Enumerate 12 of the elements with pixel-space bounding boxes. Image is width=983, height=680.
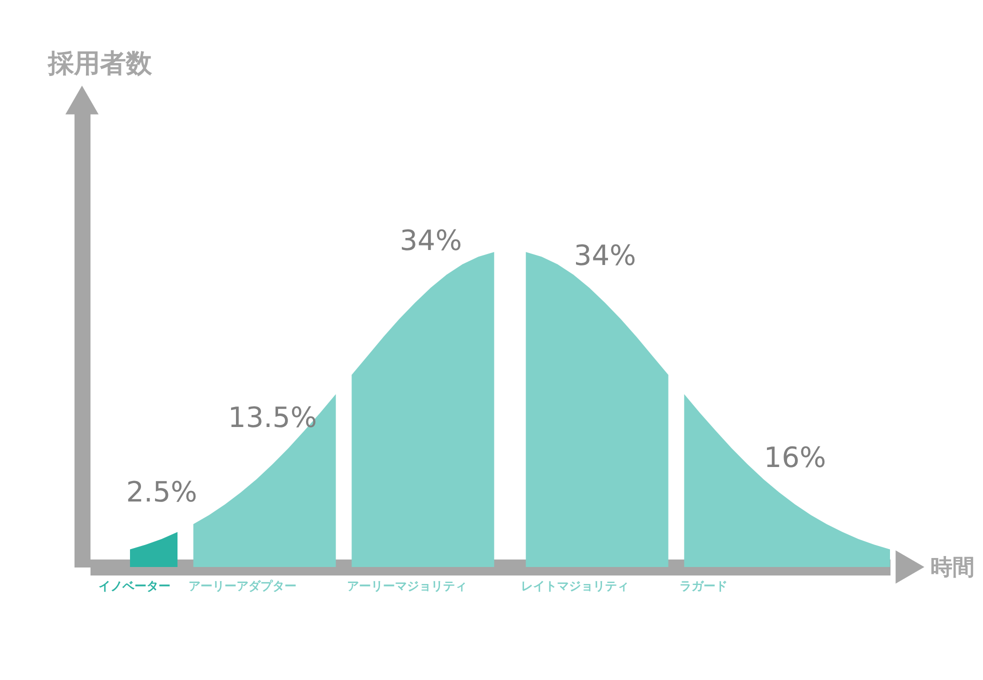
annotation: 34% bbox=[400, 224, 462, 258]
series-label: ラガード bbox=[679, 579, 728, 593]
annotation: 16% bbox=[764, 440, 826, 474]
series-label: アーリーアダプター bbox=[188, 579, 297, 593]
series-label: アーリーマジョリティ bbox=[346, 579, 467, 593]
annotation: 34% bbox=[574, 239, 636, 272]
annotation: 13.5% bbox=[228, 400, 317, 434]
text: 採用者数 bbox=[47, 49, 153, 79]
x-axis-title: 時間 bbox=[930, 556, 974, 580]
series-label: イノベーター bbox=[98, 579, 170, 593]
annotation: 2.5% bbox=[126, 475, 198, 508]
series-label: レイトマジョリティ bbox=[521, 579, 630, 593]
